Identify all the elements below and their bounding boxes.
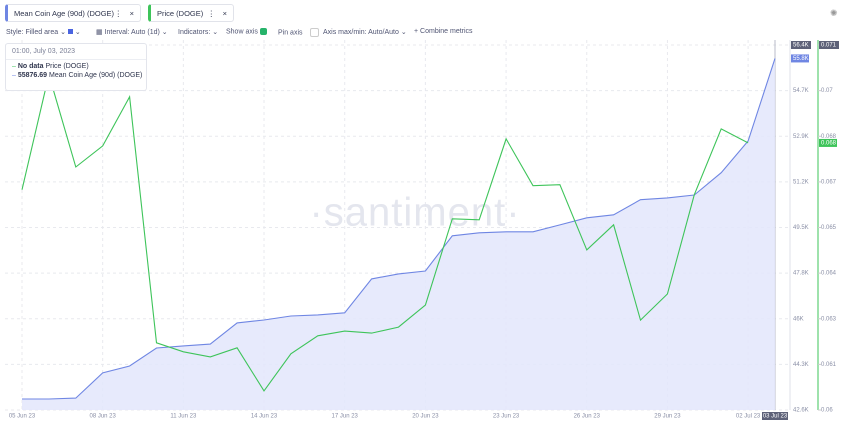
x-tick-label: 29 Jun 23 <box>654 414 681 420</box>
y-tick-label: 44.3K <box>793 362 809 368</box>
y-tick-label: 0.068 <box>821 134 837 140</box>
y-tick-label: 0.06 <box>821 408 833 414</box>
metric-tab[interactable]: Price (DOGE) ⋮ × <box>148 4 234 22</box>
interval-select[interactable]: ▦ Interval: Auto (1d) ⌄ <box>96 29 168 36</box>
tick-highlight <box>791 41 811 49</box>
current-value-box <box>819 138 837 147</box>
x-tick-label: 03 Jul 23 <box>763 414 788 420</box>
label: Interval: Auto (1d) <box>104 29 160 36</box>
y-tick-label: 46K <box>793 316 804 322</box>
style-select[interactable]: Style: Filled area ⌄ ⌄ <box>6 29 81 36</box>
x-tick-label: 11 Jun 23 <box>170 414 197 420</box>
axis-range[interactable]: Axis max/min: Auto/Auto ⌄ <box>323 29 407 36</box>
current-value-label: 55.8K <box>793 56 809 62</box>
tooltip-date: 01:00, July 03, 2023 <box>6 44 146 60</box>
indicators-select[interactable]: Indicators: ⌄ <box>178 29 219 36</box>
y-tick-label: 0.064 <box>821 271 837 277</box>
series-line <box>22 58 776 400</box>
y-tick-label: 54.7K <box>793 88 809 94</box>
current-value-label: 0.068 <box>821 141 837 147</box>
metric-tab[interactable]: Mean Coin Age (90d) (DOGE) ⋮ × <box>5 4 141 22</box>
y-tick-label: 47.8K <box>793 271 809 277</box>
tooltip-value: No data <box>17 63 44 70</box>
tooltip-name: Price (DOGE) <box>45 63 89 70</box>
y-tick-label: 51.2K <box>793 179 809 185</box>
combine-metrics[interactable]: + Combine metrics <box>414 28 473 35</box>
y-tick-label: 52.9K <box>793 134 809 140</box>
y-tick-label: 0.061 <box>821 362 837 368</box>
tooltip: 01:00, July 03, 2023 – No data Price (DO… <box>5 43 147 91</box>
label: Pin axis <box>278 29 303 37</box>
pin-axis[interactable]: Pin axis <box>278 28 320 37</box>
label: Combine metrics <box>420 28 473 35</box>
y-tick-label: 0.063 <box>821 316 837 322</box>
area <box>22 58 775 411</box>
label: Style: Filled area <box>6 29 59 36</box>
y-tick-label: 56.4K <box>793 43 809 49</box>
settings-icon[interactable]: ✺ <box>830 8 838 18</box>
y-tick-label: 0.067 <box>821 179 837 185</box>
x-tick-label: 08 Jun 23 <box>89 414 116 420</box>
y-tick-label: 42.6K <box>793 408 809 414</box>
tick-highlight <box>819 41 839 49</box>
current-value-box <box>791 54 809 63</box>
tab-label: Mean Coin Age (90d) (DOGE) <box>14 9 115 18</box>
label: Show axis <box>226 28 258 36</box>
x-label-highlight <box>762 412 788 420</box>
y-tick-label: 0.065 <box>821 225 837 231</box>
y-tick-label: 0.07 <box>821 88 833 94</box>
x-tick-label: 26 Jun 23 <box>574 414 601 420</box>
x-tick-label: 05 Jun 23 <box>9 414 36 420</box>
x-tick-label: 20 Jun 23 <box>412 414 439 420</box>
label: Indicators: <box>178 29 211 36</box>
y-tick-label: 0.071 <box>821 43 837 49</box>
series-line <box>21 72 749 392</box>
tab-label: Price (DOGE) <box>157 9 204 18</box>
watermark: ·santiment· <box>309 191 520 235</box>
y-tick-label: 49.5K <box>793 225 809 231</box>
x-tick-label: 23 Jun 23 <box>493 414 520 420</box>
x-tick-label: 14 Jun 23 <box>251 414 278 420</box>
label: Axis max/min: Auto/Auto <box>323 29 399 36</box>
show-axis[interactable]: Show axis <box>226 28 267 35</box>
tooltip-name: Mean Coin Age (90d) (DOGE) <box>49 72 143 79</box>
x-tick-label: 02 Jul 23 <box>736 414 761 420</box>
tooltip-value: 55876.69 <box>17 72 48 79</box>
x-tick-label: 17 Jun 23 <box>332 414 359 420</box>
